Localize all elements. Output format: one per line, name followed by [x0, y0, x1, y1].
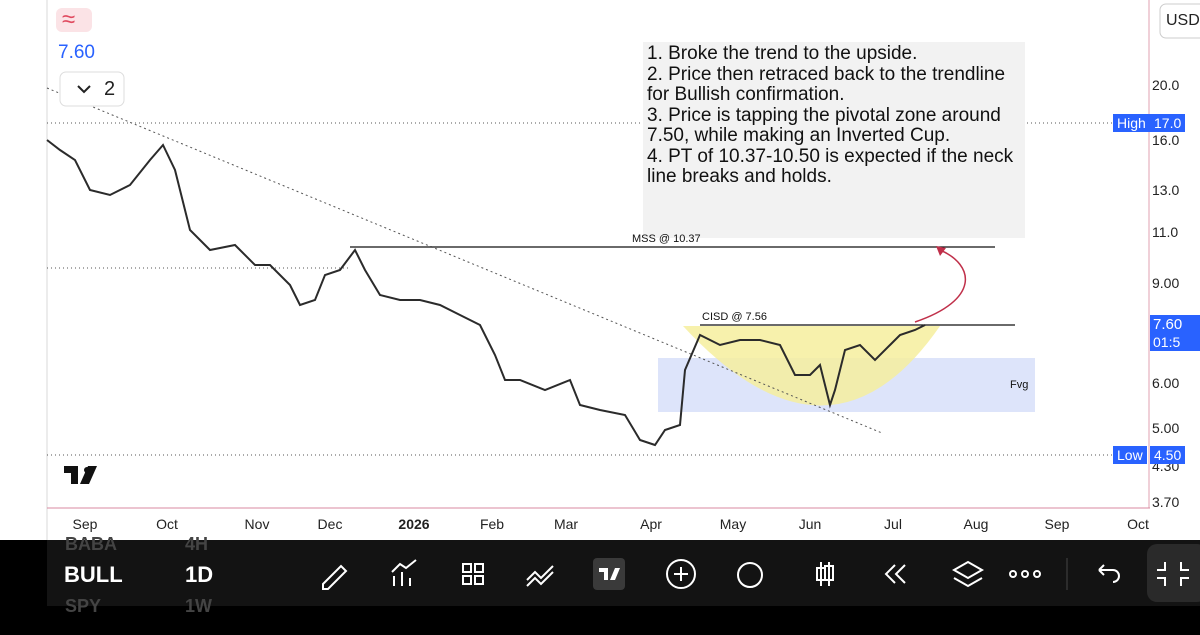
mss-label: MSS @ 10.37 [632, 233, 701, 245]
layouts[interactable] [462, 563, 484, 585]
countdown: 01:5 [1153, 334, 1181, 350]
faded-interval: 1W [185, 596, 212, 616]
price-label: 5.00 [1152, 420, 1180, 436]
high-label: High [1113, 114, 1150, 132]
note-line: 4. PT of 10.37-10.50 is expected if the … [647, 145, 1014, 187]
compare[interactable] [526, 565, 554, 587]
more-dot [1033, 570, 1041, 578]
time-label: Dec [317, 516, 343, 532]
faded-symbol: SPY [65, 596, 102, 616]
time-label: Sep [72, 516, 98, 532]
layers-count: 2 [104, 78, 116, 100]
interval[interactable]: 1D [185, 562, 214, 587]
chart-drawing [46, 0, 1200, 540]
faded-interval: 4H [185, 534, 209, 554]
low-value: 4.50 [1150, 446, 1186, 464]
low-label: Low [1113, 446, 1147, 464]
note-line: 1. Broke the trend to the upside. [647, 43, 918, 64]
toolbar: BABA 4H BULL 1D SPY 1W [47, 534, 1200, 616]
arrow-head [936, 246, 946, 256]
symbol[interactable]: BULL [64, 562, 123, 587]
price-label: 16.0 [1152, 132, 1180, 148]
chevron [77, 85, 91, 94]
time-label: Feb [479, 516, 505, 532]
tv-button[interactable] [593, 558, 625, 590]
price-label: 13.0 [1152, 182, 1180, 198]
fvg-label: Fvg [1010, 379, 1029, 391]
currency[interactable]: USD [1166, 12, 1200, 29]
trendline [46, 87, 883, 434]
tv-logo-dot [84, 467, 90, 473]
notes-box: 1. Broke the trend to the upside. 2. Pric… [643, 42, 1025, 238]
time-label: Jul [884, 516, 902, 532]
time-label: Oct [156, 516, 178, 532]
time-label: Aug [963, 516, 989, 532]
time-label: Oct [1127, 516, 1149, 532]
chart-type[interactable] [816, 562, 834, 586]
alert[interactable] [737, 562, 763, 588]
more-dot [1021, 570, 1029, 578]
tv-icon [599, 568, 620, 580]
more[interactable] [1009, 570, 1017, 578]
time-label: Apr [640, 516, 662, 532]
faded-symbol: BABA [65, 534, 117, 554]
price-label: 6.00 [1152, 375, 1180, 391]
logo: ≈ [62, 6, 76, 33]
price-label: 9.00 [1152, 275, 1180, 291]
layers-button[interactable] [59, 71, 125, 107]
target-arrow [914, 249, 966, 323]
high-value: 17.0 [1150, 114, 1186, 132]
time-label: Mar [553, 516, 579, 532]
time-label: Nov [244, 516, 270, 532]
last-price-tag [1150, 315, 1200, 351]
tv-logo [64, 466, 97, 484]
objects[interactable] [951, 560, 985, 588]
price-label: 11.0 [1152, 224, 1179, 240]
last-price: 7.60 [1153, 316, 1183, 333]
cisd-label: CISD @ 7.56 [702, 311, 767, 323]
add-plus [674, 567, 688, 581]
time-label: May [719, 516, 747, 532]
inverted-cup [683, 326, 940, 406]
time-label: 2026 [398, 516, 430, 532]
indicators[interactable] [391, 559, 417, 586]
toolbar-icons [322, 544, 1200, 602]
fullscreen[interactable] [1147, 544, 1200, 602]
undo[interactable] [1098, 564, 1120, 583]
time-label: Sep [1044, 516, 1070, 532]
time-label: Jun [798, 516, 822, 532]
currency-button[interactable] [1159, 3, 1200, 39]
current-price: 7.60 [58, 42, 95, 63]
logo-bg [56, 8, 92, 32]
price-line [46, 139, 926, 447]
fullscreen-icon [1157, 562, 1189, 586]
note-line: 2. Price then retraced back to the trend… [647, 63, 1006, 105]
price-label: 20.0 [1152, 77, 1180, 93]
replay[interactable] [884, 564, 906, 584]
add[interactable] [666, 559, 696, 589]
draw-tool[interactable] [322, 564, 348, 590]
note-line: 3. Price is tapping the pivotal zone aro… [647, 104, 1001, 146]
price-label: 3.70 [1152, 494, 1180, 510]
price-axis [1150, 0, 1200, 508]
